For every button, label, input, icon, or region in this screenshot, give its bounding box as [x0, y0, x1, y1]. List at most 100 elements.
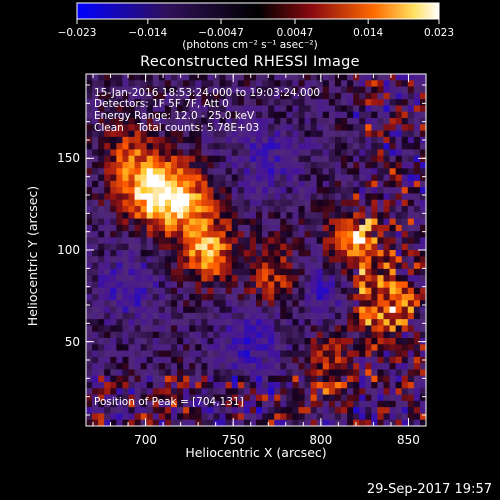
heatmap-cell: [334, 319, 342, 326]
heatmap-cell: [262, 86, 269, 94]
heatmap-cell: [395, 413, 403, 421]
heatmap-cell: [310, 275, 318, 282]
heatmap-cell: [292, 268, 299, 276]
colorbar-tick-marks: [76, 19, 440, 24]
heatmap-cell: [280, 92, 287, 100]
heatmap-cell: [110, 99, 117, 106]
heatmap-cell: [395, 300, 403, 307]
heatmap-cell: [268, 407, 275, 414]
heatmap-cell: [298, 105, 305, 113]
heatmap-cell: [383, 155, 390, 163]
heatmap-cell: [292, 130, 299, 138]
heatmap-cell: [237, 294, 245, 301]
heatmap-cell: [231, 143, 239, 150]
heatmap-cell: [164, 130, 172, 138]
heatmap-cell: [298, 86, 305, 94]
heatmap-cell: [177, 407, 184, 414]
heatmap-cell: [268, 231, 275, 238]
heatmap-cell: [98, 331, 105, 339]
heatmap-cell: [359, 363, 366, 370]
heatmap-cell: [292, 162, 299, 169]
heatmap-cell: [201, 174, 208, 182]
heatmap-cell: [419, 218, 427, 226]
heatmap-cell: [322, 319, 330, 326]
heatmap-cell: [189, 281, 196, 289]
heatmap-cell: [365, 237, 372, 245]
heatmap-cell: [164, 231, 172, 238]
heatmap-cell: [347, 199, 354, 207]
heatmap-cell: [304, 136, 312, 144]
heatmap-cell: [286, 256, 293, 263]
heatmap-cell: [213, 413, 220, 421]
heatmap-cell: [347, 344, 354, 351]
heatmap-cell: [371, 344, 378, 351]
heatmap-cell: [231, 382, 239, 389]
heatmap-cell: [341, 187, 348, 194]
heatmap-cell: [347, 375, 354, 383]
heatmap-cell: [280, 369, 287, 377]
heatmap-cell: [328, 143, 336, 150]
heatmap-cell: [280, 99, 287, 106]
heatmap-cell: [413, 212, 421, 219]
heatmap-cell: [243, 168, 251, 175]
heatmap-cell: [183, 105, 190, 113]
heatmap-cell: [371, 256, 378, 263]
heatmap-cell: [383, 375, 390, 383]
heatmap-cell: [98, 400, 105, 408]
heatmap-cell: [322, 111, 330, 119]
heatmap-cell: [407, 419, 415, 427]
heatmap-cell: [116, 350, 123, 358]
heatmap-cell: [419, 92, 427, 100]
heatmap-cell: [280, 199, 287, 207]
heatmap-cell: [389, 136, 397, 144]
heatmap-cell: [395, 74, 403, 81]
heatmap-cell: [110, 294, 117, 301]
heatmap-cell: [262, 92, 269, 100]
heatmap-cell: [256, 407, 263, 414]
heatmap-cell: [401, 193, 409, 201]
heatmap-cell: [359, 206, 366, 213]
heatmap-cell: [98, 206, 105, 213]
heatmap-cell: [140, 382, 148, 389]
heatmap-cell: [395, 130, 403, 138]
heatmap-cell: [256, 193, 263, 201]
heatmap-cell: [213, 136, 220, 144]
heatmap-cell: [219, 74, 227, 81]
heatmap-cell: [146, 212, 154, 219]
heatmap-cell: [298, 218, 305, 226]
heatmap-cell: [110, 136, 117, 144]
heatmap-cell: [383, 111, 390, 119]
heatmap-cell: [171, 256, 178, 263]
heatmap-cell: [347, 338, 354, 345]
heatmap-cell: [134, 294, 142, 301]
heatmap-cell: [122, 206, 129, 213]
heatmap-cell: [146, 99, 154, 106]
heatmap-cell: [98, 149, 105, 157]
heatmap-cell: [274, 394, 281, 402]
heatmap-cell: [104, 243, 111, 251]
heatmap-cell: [213, 162, 220, 169]
heatmap-cell: [383, 262, 390, 270]
heatmap-cell: [262, 363, 269, 370]
heatmap-cell: [201, 375, 208, 383]
heatmap-cell: [243, 369, 251, 377]
heatmap-cell: [116, 155, 123, 163]
heatmap-cell: [195, 124, 202, 131]
heatmap-cell: [292, 174, 299, 182]
heatmap-cell: [171, 369, 178, 377]
heatmap-cell: [274, 413, 281, 421]
heatmap-cell: [86, 92, 93, 100]
heatmap-cell: [359, 149, 366, 157]
heatmap-cell: [328, 256, 336, 263]
heatmap-cell: [237, 300, 245, 307]
heatmap-cell: [231, 231, 239, 238]
heatmap-cell: [377, 344, 384, 351]
heatmap-cell: [201, 369, 208, 377]
heatmap-cell: [110, 400, 117, 408]
heatmap-cell: [310, 394, 318, 402]
heatmap-cell: [249, 400, 257, 408]
heatmap-cell: [231, 149, 239, 157]
heatmap-cell: [377, 407, 384, 414]
heatmap-cell: [207, 224, 214, 232]
heatmap-cell: [256, 413, 263, 421]
